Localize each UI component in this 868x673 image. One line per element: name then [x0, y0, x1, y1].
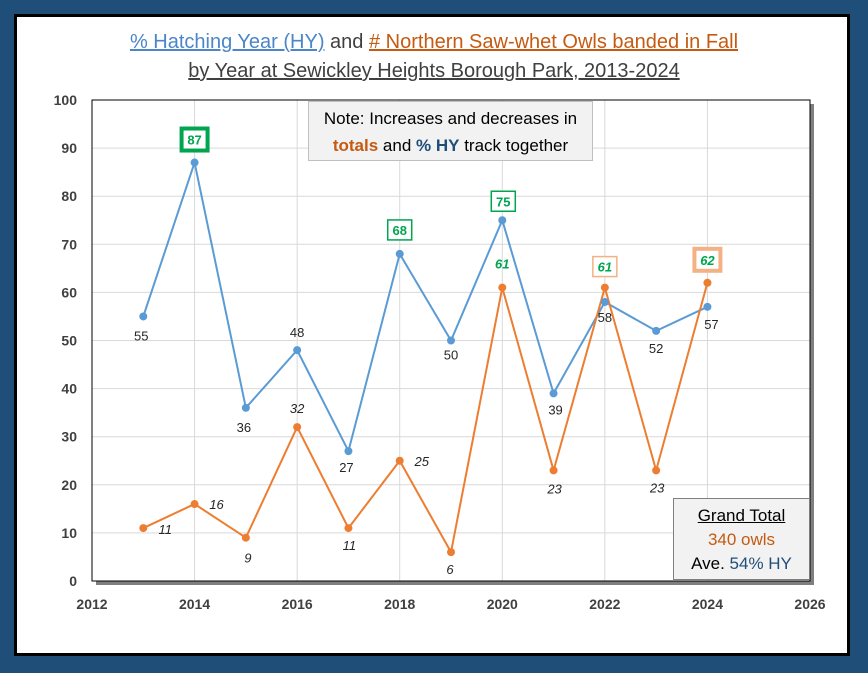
- hy-data-label: 58: [598, 310, 612, 325]
- hy-data-label: 57: [704, 317, 718, 332]
- hy-point: [293, 346, 302, 355]
- owls-point: [498, 283, 507, 292]
- note-and: and: [378, 136, 416, 155]
- title-owls-part: # Northern Saw-whet Owls banded in Fall: [368, 31, 739, 53]
- grand-total-ave-value: 54% HY: [729, 554, 792, 573]
- hy-point: [703, 302, 712, 311]
- title-hy-part: % Hatching Year (HY): [129, 31, 325, 53]
- grand-total-owls: 340 owls: [707, 530, 776, 549]
- hy-data-label: 50: [444, 348, 458, 363]
- x-tick-label: 2022: [589, 596, 620, 612]
- grand-total-title: Grand Total: [697, 506, 786, 525]
- hy-data-label: 55: [134, 328, 148, 343]
- owls-data-label: 23: [546, 481, 562, 496]
- owls-point: [395, 456, 404, 465]
- hy-label-box: [386, 219, 413, 241]
- x-tick-label: 2026: [794, 596, 825, 612]
- x-tick-label: 2016: [282, 596, 313, 612]
- note-line2: totals and % HY track together: [309, 132, 592, 159]
- owls-data-label: 32: [290, 401, 305, 416]
- x-tick-label: 2024: [692, 596, 723, 612]
- y-tick-label: 60: [61, 284, 77, 300]
- y-tick-label: 100: [54, 92, 78, 108]
- hy-point: [549, 389, 558, 398]
- owls-label-box: [692, 246, 723, 273]
- owls-data-label: 23: [649, 480, 665, 495]
- hy-data-label: 36: [237, 420, 251, 435]
- owls-data-label: 16: [209, 497, 224, 512]
- owls-point: [549, 466, 558, 475]
- owls-data-label: 25: [413, 454, 429, 469]
- note-hy: % HY: [416, 136, 460, 155]
- owls-data-label: 11: [159, 522, 173, 537]
- note-box: Note: Increases and decreases in totals …: [308, 101, 593, 161]
- hy-point: [395, 249, 404, 258]
- plot-border: [91, 99, 811, 582]
- owls-point: [241, 533, 250, 542]
- hy-data-label: 48: [290, 325, 304, 340]
- y-tick-label: 90: [61, 140, 77, 156]
- hy-point: [498, 216, 507, 225]
- owls-label-box: [592, 255, 618, 278]
- owls-data-label: 61: [495, 257, 509, 272]
- hy-data-label: 68: [392, 223, 406, 238]
- owls-point: [447, 548, 455, 557]
- owls-series-line: [142, 282, 709, 556]
- hy-data-label: 52: [649, 341, 663, 356]
- hy-data-label: 27: [339, 460, 353, 475]
- hy-point: [139, 312, 148, 321]
- hy-label-box: [490, 190, 517, 212]
- y-tick-label: 50: [61, 333, 77, 349]
- y-tick-label: 70: [61, 236, 77, 252]
- y-tick-label: 20: [61, 477, 77, 493]
- x-tick-label: 2014: [179, 596, 210, 612]
- y-tick-label: 0: [69, 573, 77, 589]
- owls-point: [652, 466, 661, 475]
- owls-data-label: 62: [700, 253, 715, 268]
- owls-point: [344, 524, 353, 533]
- owls-data-label: 11: [343, 538, 357, 553]
- hy-point: [190, 158, 199, 167]
- y-tick-label: 30: [61, 429, 77, 445]
- hy-data-label: 39: [548, 402, 562, 417]
- chart-subtitle: by Year at Sewickley Heights Borough Par…: [188, 60, 680, 82]
- y-tick-label: 10: [61, 525, 77, 541]
- owls-point: [703, 278, 712, 287]
- hy-data-label: 87: [187, 133, 201, 148]
- title-and: and: [324, 31, 369, 53]
- note-totals: totals: [332, 136, 379, 155]
- grand-total-ave-prefix: Ave.: [691, 554, 730, 573]
- hy-series-line: [142, 158, 708, 454]
- owls-data-label: 9: [244, 551, 251, 566]
- x-tick-label: 2020: [487, 596, 518, 612]
- x-tick-label: 2012: [76, 596, 107, 612]
- x-tick-label: 2018: [384, 596, 415, 612]
- owls-point: [600, 283, 609, 292]
- owls-point: [190, 500, 199, 509]
- owls-point: [293, 423, 302, 432]
- hy-point: [447, 336, 455, 345]
- hy-point: [600, 298, 609, 307]
- grand-total-box: Grand Total 340 owls Ave. 54% HY: [673, 498, 810, 580]
- chart-title: % Hatching Year (HY) and # Northern Saw-…: [0, 31, 868, 54]
- hy-point: [652, 326, 661, 335]
- hy-point: [344, 447, 353, 456]
- owls-data-label: 6: [446, 562, 454, 577]
- note-rest: track together: [459, 136, 569, 155]
- owls-point: [139, 524, 148, 533]
- note-line1: Note: Increases and decreases in: [323, 109, 578, 128]
- grand-total-average: Ave. 54% HY: [674, 552, 809, 576]
- hy-label-box: [179, 126, 210, 153]
- y-tick-label: 40: [61, 381, 77, 397]
- owls-data-label: 61: [598, 260, 612, 275]
- y-tick-label: 80: [61, 188, 77, 204]
- hy-data-label: 75: [496, 194, 510, 209]
- hy-point: [241, 403, 250, 412]
